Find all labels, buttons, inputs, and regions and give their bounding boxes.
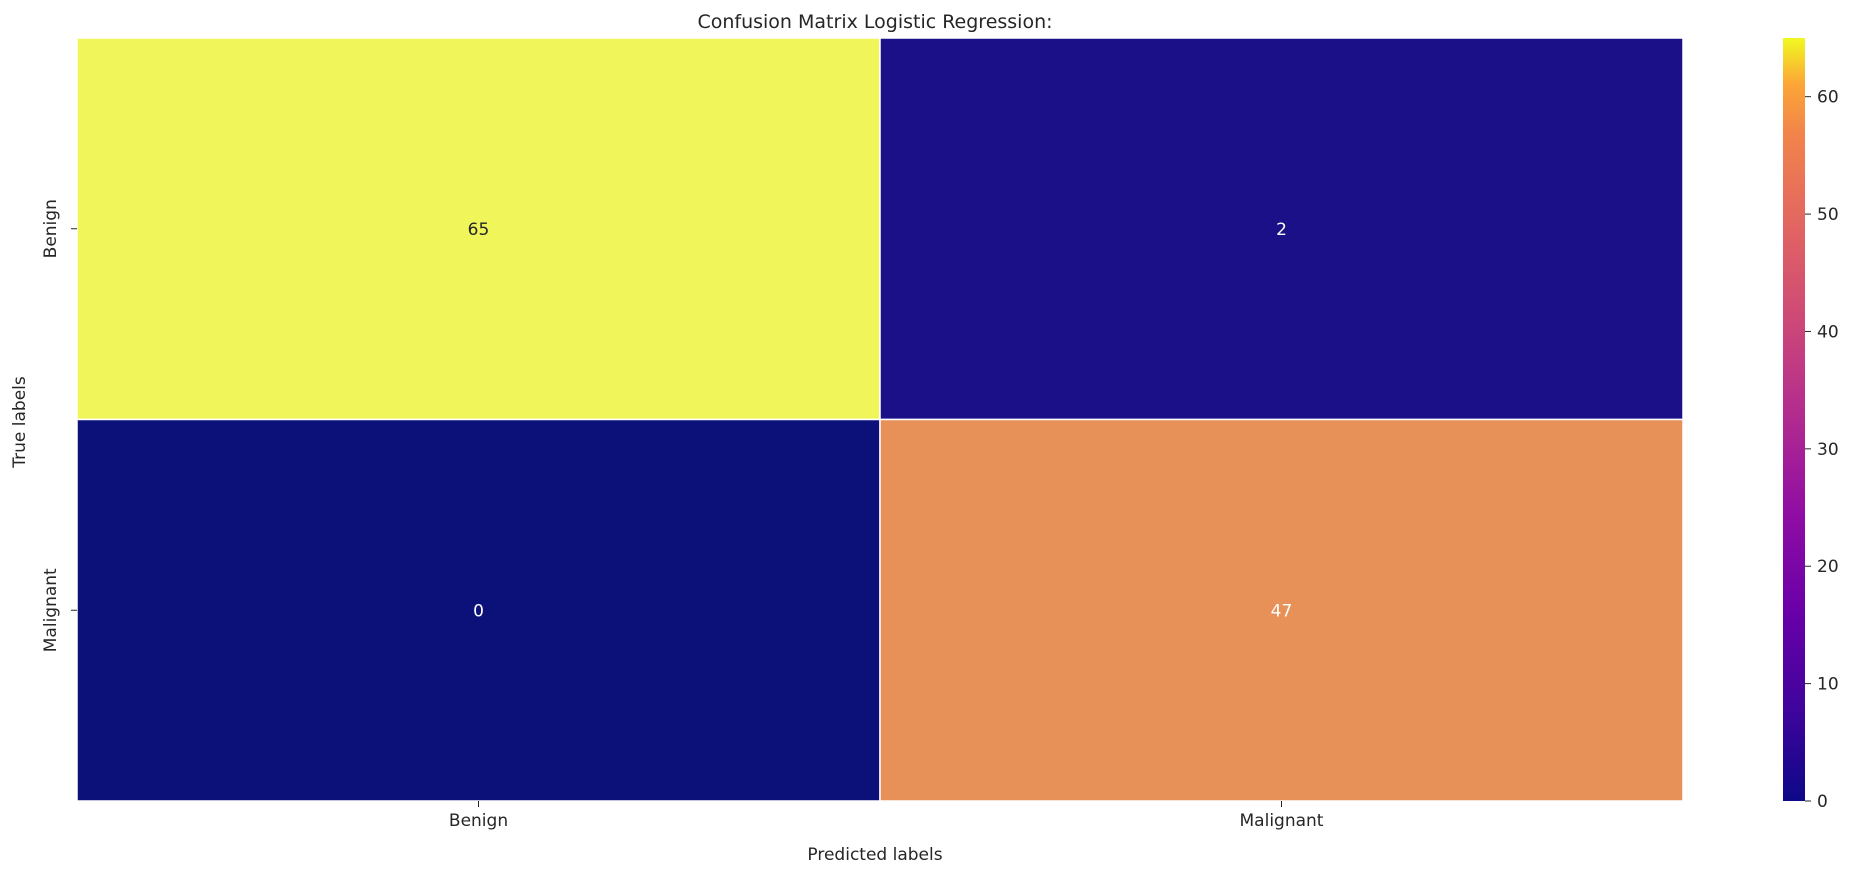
- colorbar-gradient: [1783, 38, 1805, 801]
- colorbar-ticks: 0 10 20 30 40 50 60: [1805, 88, 1839, 812]
- colorbar-tick-label: 60: [1817, 88, 1839, 108]
- heatmap-cell: [879, 37, 1684, 421]
- heatmap-cells: 65 2 0 47: [76, 37, 1684, 802]
- axis-ticks: Benign Malignant Benign Malignant: [41, 199, 1324, 831]
- cell-annotation: 2: [1276, 220, 1287, 240]
- colorbar-tick-label: 10: [1817, 675, 1839, 695]
- x-axis-label: Predicted labels: [807, 845, 942, 865]
- heatmap-cell: [76, 37, 881, 421]
- colorbar-tick-label: 50: [1817, 205, 1839, 225]
- y-tick-label: Benign: [41, 199, 61, 258]
- heatmap-cell: [879, 418, 1684, 802]
- y-axis-label: True labels: [10, 376, 30, 469]
- y-tick-label: Malignant: [41, 568, 61, 652]
- x-tick-label: Malignant: [1240, 811, 1324, 831]
- cell-annotation: 65: [468, 220, 490, 240]
- colorbar-tick-label: 20: [1817, 557, 1839, 577]
- cell-annotation: 47: [1271, 601, 1293, 621]
- heatmap-cell: [76, 418, 881, 802]
- colorbar-tick-label: 0: [1817, 792, 1828, 812]
- x-tick-label: Benign: [449, 811, 508, 831]
- colorbar-tick-label: 30: [1817, 440, 1839, 460]
- chart-title: Confusion Matrix Logistic Regression:: [697, 11, 1052, 33]
- cell-annotation: 0: [473, 601, 484, 621]
- colorbar-tick-label: 40: [1817, 322, 1839, 342]
